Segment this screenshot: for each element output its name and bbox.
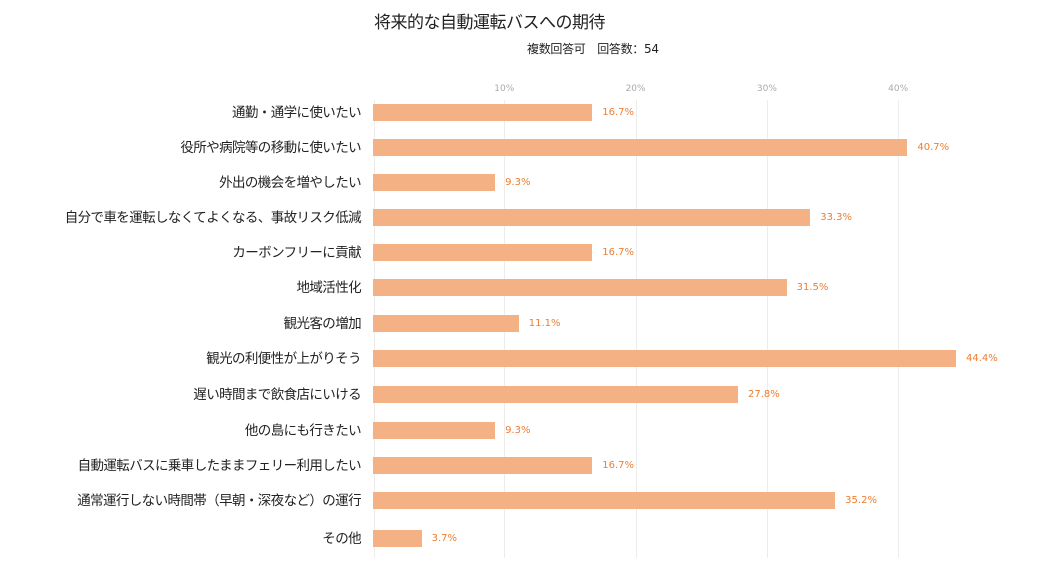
category-label: カーボンフリーに貢献 (232, 245, 361, 261)
bar (373, 174, 496, 191)
category-label: 観光の利便性が上がりそう (206, 351, 361, 367)
chart-title: 将来的な自動運転バスへの期待 (374, 13, 606, 33)
bar (373, 457, 593, 474)
category-label: 自分で車を運転しなくてよくなる、事故リスク低減 (64, 210, 362, 226)
x-tick-label: 30% (756, 84, 777, 94)
value-label: 9.3% (505, 177, 531, 188)
bar (373, 422, 496, 439)
bar (373, 350, 956, 367)
bar-row: 役所や病院等の移動に使いたい 40.7% (0, 138, 1039, 158)
bar (373, 244, 593, 261)
bar (373, 104, 593, 121)
bar-row: 観光客の増加 11.1% (0, 314, 1039, 334)
value-label: 40.7% (917, 142, 950, 153)
bar-row: 地域活性化 31.5% (0, 278, 1039, 298)
category-label: 他の島にも行きたい (244, 423, 362, 439)
category-label: 外出の機会を増やしたい (219, 175, 362, 191)
category-label: 地域活性化 (296, 280, 362, 296)
bar-row: 外出の機会を増やしたい 9.3% (0, 173, 1039, 193)
value-label: 16.7% (602, 107, 635, 118)
value-label: 44.4% (965, 353, 998, 364)
x-tick-label: 20% (625, 84, 646, 94)
bar (373, 139, 908, 156)
value-label: 9.3% (505, 425, 531, 436)
category-label: 通勤・通学に使いたい (232, 105, 362, 121)
value-label: 27.8% (748, 389, 780, 400)
bar-row: 自分で車を運転しなくてよくなる、事故リスク低減 33.3% (0, 208, 1039, 228)
x-tick-label: 40% (888, 84, 909, 94)
value-label: 31.5% (796, 282, 829, 293)
category-label: 通常運行しない時間帯（早朝・深夜など）の運行 (77, 493, 361, 509)
bar-row: 自動運転バスに乗車したままフェリー利用したい 16.7% (0, 456, 1039, 476)
chart-subtitle: 複数回答可 回答数：54 (527, 42, 659, 56)
bar-row: 他の島にも行きたい 9.3% (0, 421, 1039, 441)
gridline (635, 100, 637, 558)
bar (373, 315, 519, 332)
bar (373, 530, 422, 547)
gridline (766, 100, 768, 558)
bar (373, 386, 738, 403)
bar-row: 観光の利便性が上がりそう 44.4% (0, 349, 1039, 369)
value-label: 11.1% (528, 318, 561, 329)
bar (373, 492, 836, 509)
bar-row: その他 3.7% (0, 529, 1039, 549)
gridline (898, 100, 900, 558)
bar-row: 遅い時間まで飲食店にいける 27.8% (0, 385, 1039, 405)
bar (373, 279, 787, 296)
value-label: 35.2% (845, 495, 877, 506)
category-label: 自動運転バスに乗車したままフェリー利用したい (77, 458, 362, 474)
category-label: 観光客の増加 (283, 316, 362, 332)
value-label: 16.7% (602, 460, 635, 471)
value-label: 3.7% (431, 533, 457, 544)
bar-row: カーボンフリーに貢献 16.7% (0, 243, 1039, 263)
bar (373, 209, 811, 226)
bar-row: 通勤・通学に使いたい 16.7% (0, 103, 1039, 123)
value-label: 33.3% (820, 212, 852, 223)
category-label: その他 (322, 531, 361, 547)
category-label: 役所や病院等の移動に使いたい (180, 140, 361, 156)
category-label: 遅い時間まで飲食店にいける (193, 387, 361, 403)
x-tick-label: 10% (494, 84, 515, 94)
bar-row: 通常運行しない時間帯（早朝・深夜など）の運行 35.2% (0, 491, 1039, 511)
value-label: 16.7% (602, 247, 635, 258)
